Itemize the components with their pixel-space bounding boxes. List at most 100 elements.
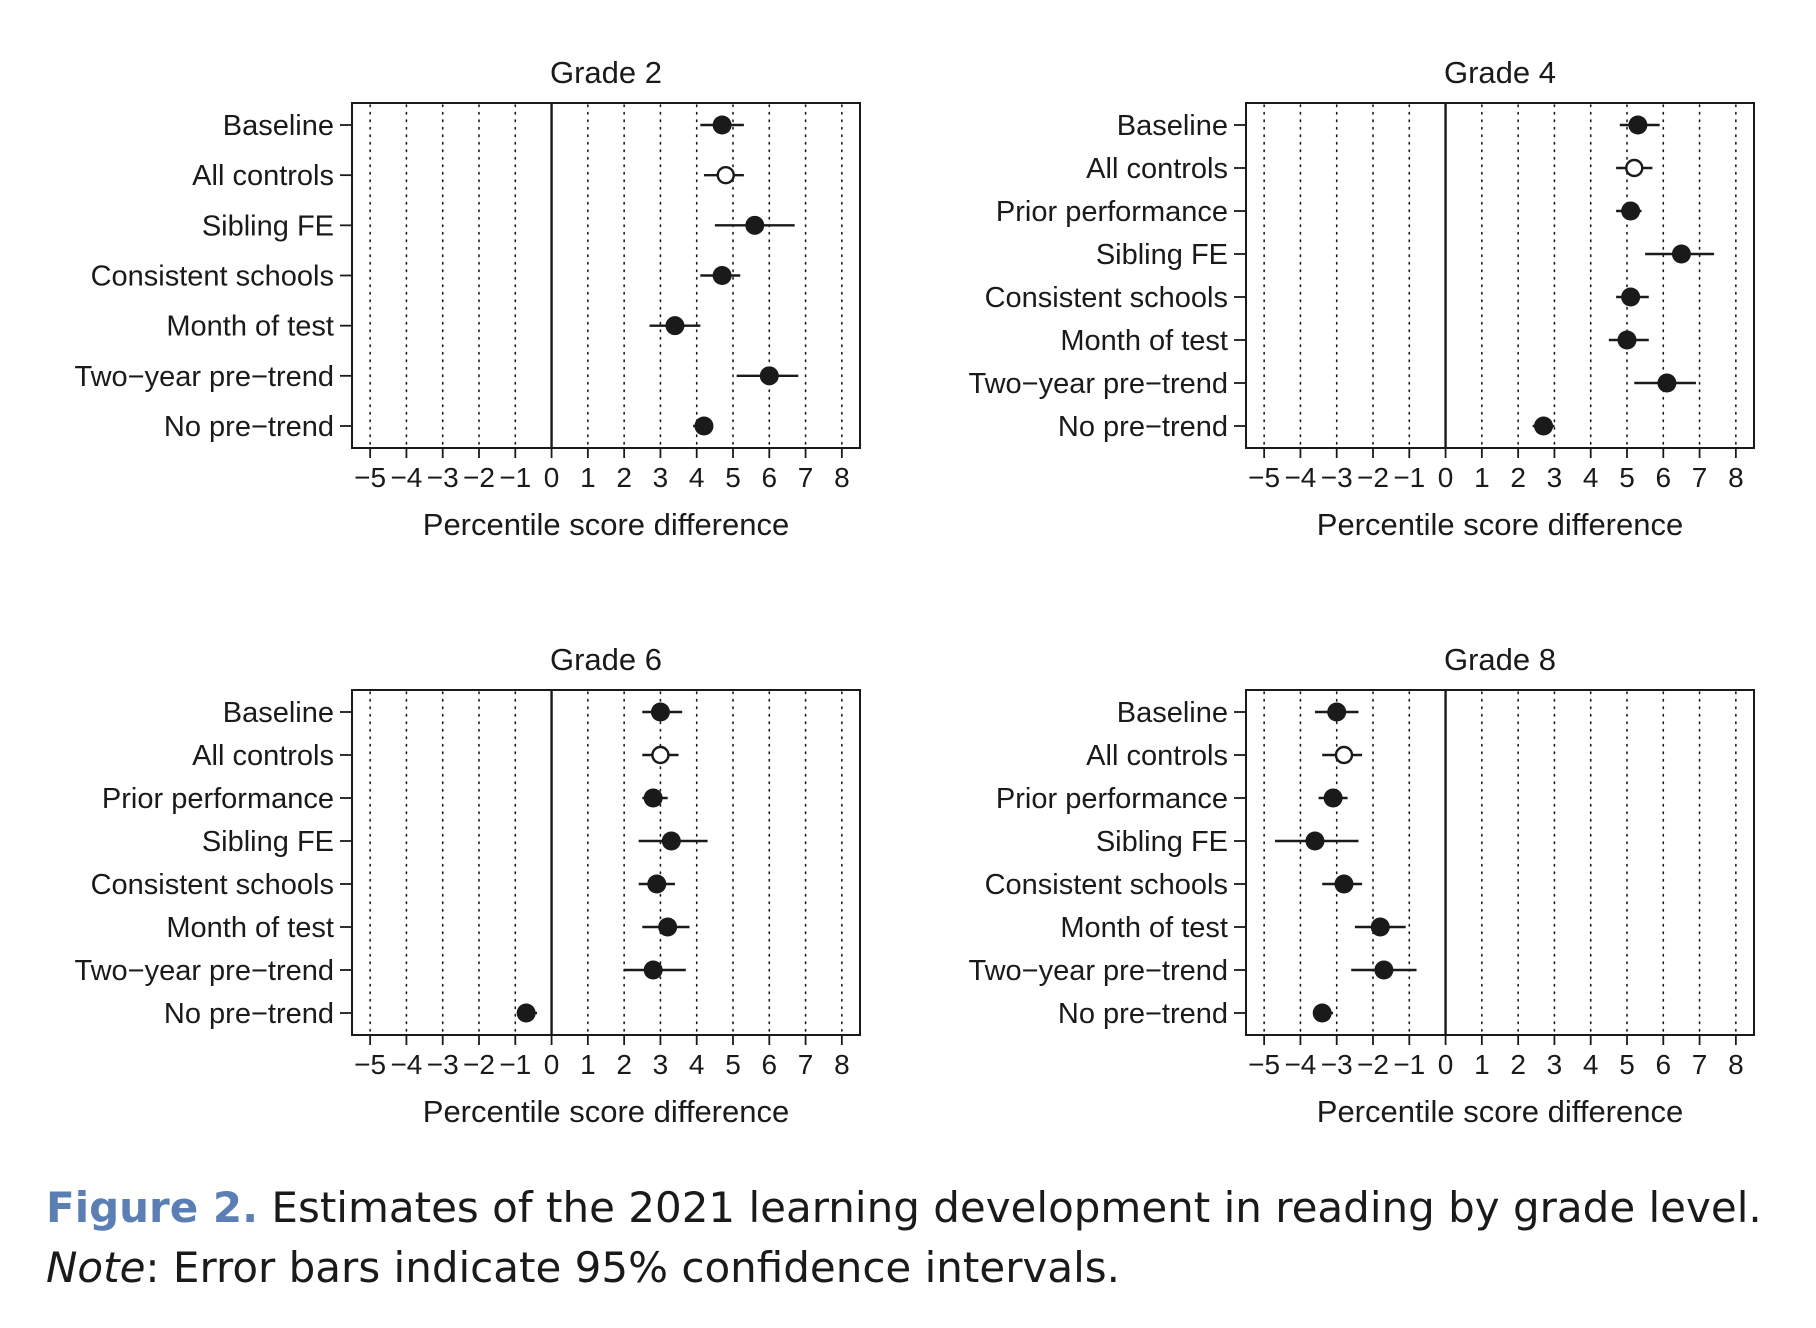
- x-tick-label: −5: [354, 462, 386, 493]
- x-tick-label: 7: [798, 462, 814, 493]
- x-tick-label: 3: [653, 462, 669, 493]
- y-tick-label: Consistent schools: [985, 869, 1228, 901]
- y-tick-label: All controls: [192, 160, 334, 192]
- y-tick-label: No pre−trend: [1058, 998, 1228, 1030]
- y-tick-label: Month of test: [166, 912, 334, 944]
- panel-title: Grade 4: [1444, 55, 1556, 90]
- panel-grade-4: Grade 4 −5 −4 −3 −2 −1 0 1 2 3 4 5 6 7 8 Percentile sco…: [968, 55, 1755, 542]
- x-tick-label: 4: [689, 462, 705, 493]
- y-tick-label: Baseline: [1117, 110, 1228, 142]
- panel-title: Grade 6: [550, 642, 662, 677]
- x-tick-label: −4: [390, 462, 422, 493]
- y-tick-label: Consistent schools: [91, 869, 334, 901]
- x-tick-label: −5: [354, 1049, 386, 1080]
- x-tick-label: 1: [580, 1049, 596, 1080]
- panel-title: Grade 2: [550, 55, 662, 90]
- x-tick-label: −5: [1248, 1049, 1280, 1080]
- point-estimate: [745, 215, 765, 235]
- y-tick-label: Month of test: [1060, 912, 1228, 944]
- y-tick-label: Sibling FE: [202, 826, 334, 858]
- point-estimate: [1617, 330, 1637, 350]
- point-estimate: [643, 960, 663, 980]
- x-tick-label: 3: [1547, 1049, 1563, 1080]
- point-estimate: [658, 917, 678, 937]
- x-axis-label: Percentile score difference: [423, 1094, 789, 1129]
- point-estimate-hollow: [716, 165, 735, 185]
- x-tick-label: −1: [1393, 462, 1425, 493]
- y-tick-label: No pre−trend: [164, 411, 334, 443]
- y-tick-label: Consistent schools: [985, 282, 1228, 314]
- point-estimate: [712, 266, 732, 285]
- x-tick-label: 7: [1692, 462, 1708, 493]
- x-tick-label: −3: [427, 1049, 459, 1080]
- x-tick-label: 6: [761, 462, 777, 493]
- point-estimate: [1621, 287, 1641, 307]
- x-tick-label: −3: [1321, 1049, 1353, 1080]
- y-tick-label: Month of test: [1060, 325, 1228, 357]
- x-tick-label: 0: [544, 462, 560, 493]
- x-tick-label: 8: [1728, 1049, 1744, 1080]
- y-tick-label: Two−year pre−trend: [968, 368, 1228, 400]
- x-tick-label: −5: [1248, 462, 1280, 493]
- x-tick-label: 5: [725, 1049, 741, 1080]
- point-estimate: [665, 316, 685, 336]
- panel-grade-6: Grade 6 −5 −4 −3 −2 −1 0 1 2 3 4 5 6 7 8 Percentile sco…: [74, 642, 861, 1129]
- y-tick-label: Sibling FE: [1096, 239, 1228, 271]
- x-tick-label: 1: [580, 462, 596, 493]
- y-tick-label: No pre−trend: [1058, 411, 1228, 443]
- x-tick-label: 7: [1692, 1049, 1708, 1080]
- plot-frame: [351, 102, 861, 449]
- y-tick-label: Two−year pre−trend: [968, 955, 1228, 987]
- y-tick-label: Two−year pre−trend: [74, 955, 334, 987]
- point-estimate: [1621, 201, 1641, 221]
- point-estimate: [1312, 1003, 1332, 1023]
- x-tick-label: 3: [653, 1049, 669, 1080]
- x-tick-label: 0: [1438, 462, 1454, 493]
- y-tick-label: All controls: [1086, 740, 1228, 772]
- x-tick-label: 0: [1438, 1049, 1454, 1080]
- y-tick-label: Two−year pre−trend: [74, 361, 334, 393]
- y-tick-label: Month of test: [166, 311, 334, 343]
- x-axis-label: Percentile score difference: [1317, 507, 1683, 542]
- point-estimate: [1327, 702, 1347, 722]
- point-estimate: [694, 416, 714, 436]
- x-tick-label: −1: [499, 1049, 531, 1080]
- x-tick-label: 7: [798, 1049, 814, 1080]
- plot-frame: [1245, 689, 1755, 1036]
- point-estimate-hollow: [651, 745, 670, 765]
- y-tick-label: Prior performance: [996, 783, 1228, 815]
- x-tick-label: 5: [1619, 462, 1635, 493]
- x-tick-label: −4: [1284, 462, 1316, 493]
- x-tick-label: 6: [1655, 462, 1671, 493]
- caption-main: Estimates of the 2021 learning developme…: [258, 1183, 1762, 1232]
- point-estimate: [516, 1003, 536, 1023]
- y-tick-label: Consistent schools: [91, 261, 334, 293]
- point-estimate: [1323, 788, 1343, 808]
- x-tick-label: 0: [544, 1049, 560, 1080]
- point-estimate: [661, 831, 681, 851]
- x-tick-label: 1: [1474, 1049, 1490, 1080]
- y-tick-label: Baseline: [1117, 697, 1228, 729]
- point-estimate: [759, 366, 779, 386]
- x-tick-label: −4: [390, 1049, 422, 1080]
- point-estimate: [1628, 115, 1648, 135]
- y-tick-label: Sibling FE: [1096, 826, 1228, 858]
- plot-frame: [351, 689, 861, 1036]
- y-tick-label: Prior performance: [102, 783, 334, 815]
- figure-label: Figure 2.: [46, 1183, 259, 1232]
- x-tick-label: 3: [1547, 462, 1563, 493]
- y-tick-label: No pre−trend: [164, 998, 334, 1030]
- point-estimate-hollow: [1334, 745, 1354, 765]
- x-tick-label: 6: [761, 1049, 777, 1080]
- panel-grade-8: Grade 8 −5 −4 −3 −2 −1 0 1 2 3 4 5 6 7 8 Percentile sco…: [968, 642, 1755, 1129]
- point-estimate: [650, 702, 670, 722]
- x-tick-label: 4: [1583, 1049, 1599, 1080]
- x-tick-label: −2: [1357, 462, 1389, 493]
- x-tick-label: 5: [725, 462, 741, 493]
- point-estimate: [1374, 960, 1394, 980]
- x-tick-label: 2: [1510, 462, 1526, 493]
- x-tick-label: −3: [1321, 462, 1353, 493]
- y-tick-label: Baseline: [223, 110, 334, 142]
- x-tick-label: 1: [1474, 462, 1490, 493]
- x-tick-label: 6: [1655, 1049, 1671, 1080]
